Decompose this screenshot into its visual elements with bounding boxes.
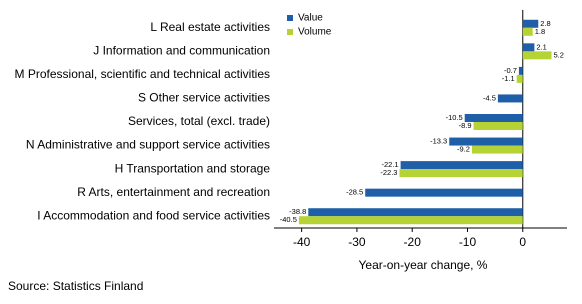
x-tick-label: -30 (348, 235, 366, 249)
value-label: -1.1 (502, 74, 515, 83)
y-tick-label: M Professional, scientific and technical… (15, 67, 270, 81)
bar (400, 161, 523, 170)
bar (365, 188, 523, 197)
y-tick-label: I Accommodation and food service activit… (37, 208, 270, 222)
value-label: 2.8 (540, 19, 550, 28)
value-label: -38.8 (289, 207, 306, 216)
value-label: -40.5 (280, 215, 297, 224)
bar (449, 137, 523, 146)
value-label: 1.8 (535, 27, 545, 36)
bar (464, 114, 523, 122)
value-label: -28.5 (346, 188, 363, 197)
bar (522, 27, 533, 36)
x-tick-label: -10 (459, 235, 477, 249)
value-label: -0.7 (504, 66, 517, 75)
x-tick-label: -40 (293, 235, 311, 249)
bar (308, 208, 523, 217)
bar (522, 43, 535, 52)
bar (497, 94, 523, 103)
source: Source: Statistics Finland (8, 279, 143, 293)
legend-swatch (287, 15, 293, 21)
y-tick-label: H Transportation and storage (115, 161, 271, 175)
value-label: 2.1 (536, 42, 546, 51)
bar (516, 74, 523, 83)
bar (399, 169, 523, 178)
bar (518, 66, 523, 75)
value-label: -22.1 (381, 160, 398, 169)
y-tick-label: S Other service activities (138, 91, 270, 105)
bar (473, 122, 523, 130)
y-tick-label: Services, total (excl. trade) (128, 114, 270, 128)
bar (522, 51, 552, 60)
value-label: -13.3 (430, 137, 447, 146)
value-label: -4.5 (483, 93, 496, 102)
legend-label: Value (298, 13, 323, 24)
y-tick-label: N Administrative and support service act… (26, 138, 270, 152)
y-tick-label: R Arts, entertainment and recreation (77, 185, 270, 199)
value-label: -22.3 (380, 168, 397, 177)
legend-swatch (287, 29, 293, 35)
value-label: 5.2 (554, 50, 564, 59)
x-tick-label: 0 (519, 235, 526, 249)
value-label: -9.2 (457, 145, 470, 154)
x-tick-label: -20 (404, 235, 422, 249)
bar (522, 19, 539, 28)
legend-label: Volume (298, 27, 332, 38)
y-tick-label: L Real estate activities (150, 20, 270, 34)
bar (298, 216, 523, 225)
x-axis-title: Year-on-year change, % (359, 258, 488, 272)
y-tick-label: J Information and communication (93, 44, 270, 58)
value-label: -8.9 (459, 121, 472, 130)
bar (471, 145, 523, 154)
value-label: -10.5 (446, 113, 463, 122)
